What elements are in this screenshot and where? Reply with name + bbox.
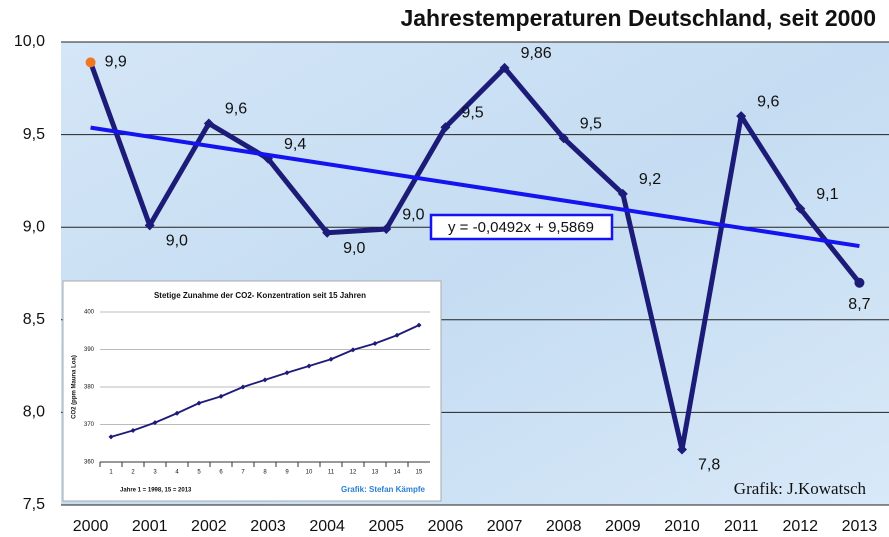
marker: [381, 224, 392, 235]
marker: [440, 122, 451, 133]
x-tick-label: 2010: [664, 518, 700, 535]
x-tick-label: 5: [197, 470, 201, 476]
y-tick-label: 9,0: [23, 218, 45, 235]
x-tick-label: 2005: [368, 518, 404, 535]
marker: [372, 341, 378, 346]
inset-chart: Stetige Zunahme der CO2- Konzentration s…: [72, 291, 430, 494]
inset-title: Stetige Zunahme der CO2- Konzentration s…: [154, 291, 366, 300]
data-label: 9,6: [757, 93, 779, 110]
y-tick-label: 10,0: [14, 33, 45, 50]
marker: [558, 133, 569, 144]
data-label: 9,86: [521, 45, 552, 62]
x-tick-label: 11: [328, 470, 335, 476]
x-tick-label: 2000: [73, 518, 109, 535]
marker: [85, 57, 96, 68]
x-tick-label: 2006: [428, 518, 464, 535]
y-tick-label: 380: [84, 385, 95, 391]
marker: [108, 434, 114, 440]
line-series: [88, 61, 862, 452]
marker: [350, 347, 356, 353]
data-label: 9,5: [461, 104, 483, 121]
x-tick-label: 2: [131, 470, 135, 476]
x-tick-label: 2008: [546, 518, 582, 535]
data-label: 9,6: [225, 101, 247, 118]
x-tick-label: 10: [306, 470, 313, 476]
y-tick-label: 7,5: [23, 496, 45, 513]
marker: [677, 444, 687, 455]
data-label: 7,8: [698, 457, 720, 474]
marker: [152, 420, 158, 426]
marker: [144, 220, 155, 231]
x-tick-label: 8: [263, 470, 267, 476]
y-tick-label: 8,0: [23, 404, 45, 421]
x-tick-label: 2009: [605, 518, 641, 535]
chart-title: Jahrestemperaturen Deutschland, seit 200…: [400, 5, 876, 31]
data-label: 9,1: [816, 186, 838, 203]
y-tick-label: 9,5: [23, 126, 45, 143]
x-tick-label: 2001: [132, 518, 168, 535]
data-label: 9,5: [580, 116, 602, 133]
inset-note: Jahre 1 = 1998, 15 = 2013: [120, 488, 192, 494]
x-tick-label: 13: [372, 470, 379, 476]
x-tick-label: 3: [153, 470, 157, 476]
marker: [416, 322, 422, 328]
data-label: 8,7: [848, 296, 870, 313]
x-tick-label: 4: [175, 470, 179, 476]
data-label: 9,2: [639, 171, 661, 188]
x-tick-label: 15: [416, 470, 423, 476]
y-tick-label: 8,5: [23, 311, 45, 328]
marker: [617, 188, 628, 199]
data-label: 9,9: [105, 54, 127, 71]
x-tick-label: 2002: [191, 518, 227, 535]
marker: [499, 62, 510, 73]
data-label: 9,4: [284, 136, 306, 153]
x-tick-label: 2007: [487, 518, 523, 535]
marker: [196, 400, 202, 406]
marker: [795, 203, 806, 214]
x-tick-label: 12: [350, 470, 357, 476]
x-tick-label: 2003: [250, 518, 286, 535]
trend-line: [90, 125, 860, 249]
marker: [240, 384, 246, 390]
x-tick-label: 1: [109, 470, 113, 476]
x-tick-label: 14: [394, 470, 401, 476]
marker: [262, 377, 268, 383]
inset-credit: Grafik: Stefan Kämpfe: [341, 485, 426, 494]
trend-label-box: [429, 213, 614, 241]
x-tick-label: 2004: [309, 518, 345, 535]
y-tick-label: 390: [84, 347, 95, 353]
marker: [284, 370, 290, 376]
x-tick-label: 9: [285, 470, 289, 476]
y-tick-label: 370: [84, 422, 95, 428]
x-tick-label: 2011: [724, 518, 759, 535]
data-label: 9,0: [166, 233, 188, 250]
marker: [394, 332, 400, 338]
x-tick-label: 7: [241, 470, 245, 476]
marker: [854, 277, 865, 288]
inset-y-label: CO2 (ppm Mauna Loa): [72, 355, 78, 419]
marker: [306, 363, 312, 369]
trend-label: y = -0,0492x + 9,5869: [448, 219, 594, 236]
marker: [328, 356, 334, 362]
x-tick-label: 2012: [782, 518, 818, 535]
x-tick-label: 2013: [842, 518, 878, 535]
inset-background: [62, 280, 442, 502]
x-tick-label: 6: [219, 470, 223, 476]
marker: [736, 111, 747, 122]
data-label: 9,0: [402, 206, 424, 223]
marker: [322, 227, 333, 238]
y-tick-label: 400: [84, 310, 95, 316]
marker: [130, 428, 136, 433]
marker: [203, 118, 214, 129]
marker: [218, 393, 224, 399]
y-tick-label: 360: [84, 460, 95, 466]
marker: [174, 410, 180, 416]
data-label: 9,0: [343, 240, 365, 257]
credit: Grafik: J.Kowatsch: [734, 479, 867, 498]
